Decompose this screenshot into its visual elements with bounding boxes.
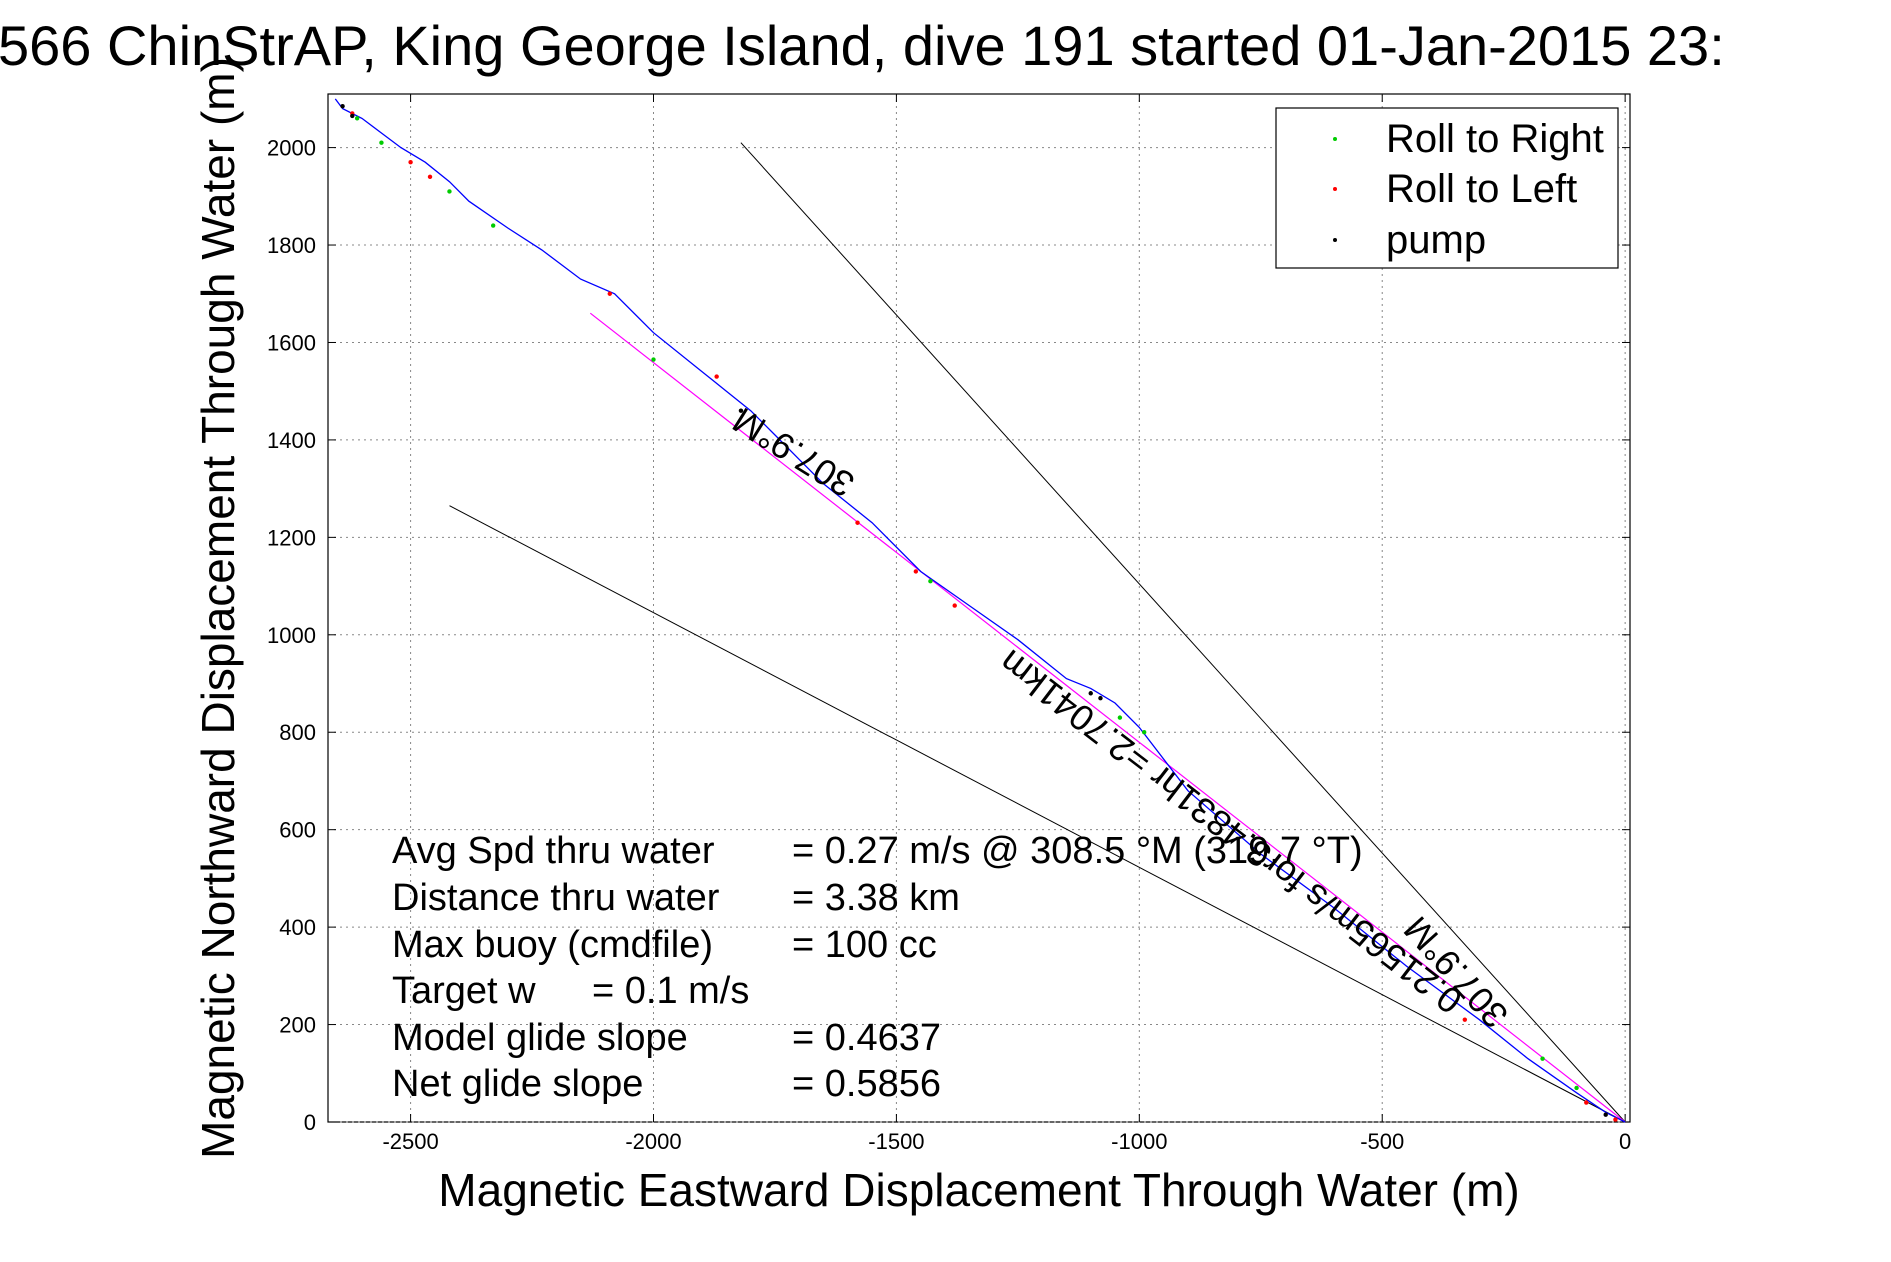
y-tick-label: 0: [304, 1110, 316, 1135]
stat-value-distance: = 3.38 km: [792, 877, 960, 919]
x-tick-label: -500: [1360, 1129, 1404, 1154]
stat-value-max-buoy: = 100 cc: [792, 924, 937, 966]
stat-value-avg-speed: = 0.27 m/s @ 308.5 °M (319.7 °T): [792, 830, 1363, 872]
x-tick-label: -1000: [1111, 1129, 1167, 1154]
marker-roll-right: [1117, 715, 1123, 720]
reference-lines: [449, 142, 1626, 1123]
stat-label-max-buoy: Max buoy (cmdfile): [392, 924, 713, 966]
marker-roll-left: [714, 374, 719, 379]
legend: Roll to Right Roll to Left pump: [1275, 107, 1619, 269]
x-ticks: -2500 -2000 -1500 -1000 -500 0: [382, 94, 1631, 1154]
legend-label-roll-right: Roll to Right: [1386, 117, 1604, 161]
marker-roll-left: [607, 291, 612, 296]
marker-roll-left: [427, 174, 433, 180]
x-tick-label: -2500: [382, 1129, 438, 1154]
y-tick-label: 1800: [267, 233, 316, 258]
series-fit: [589, 312, 1626, 1123]
legend-box: [1275, 107, 1619, 269]
y-tick-label: 400: [279, 915, 316, 940]
track: [334, 98, 1626, 1123]
stat-label-model-glide: Model glide slope: [392, 1017, 688, 1059]
marker-pump: [1098, 695, 1103, 701]
legend-marker-pump: [1333, 238, 1337, 242]
marker-roll-left: [408, 160, 413, 165]
legend-label-roll-left: Roll to Left: [1386, 167, 1577, 211]
y-tick-label: 1200: [267, 525, 316, 550]
marker-roll-left: [1584, 1100, 1589, 1105]
y-tick-label: 1600: [267, 330, 316, 355]
y-tick-label: 600: [279, 818, 316, 843]
stats-block: Avg Spd thru water = 0.27 m/s @ 308.5 °M…: [392, 830, 1363, 1105]
marker-roll-right: [928, 579, 933, 584]
legend-marker-roll-right: [1333, 137, 1337, 141]
series-ref-lower: [449, 505, 1626, 1123]
x-tick-label: -2000: [625, 1129, 681, 1154]
stat-label-distance: Distance thru water: [392, 877, 720, 919]
marker-roll-left: [1613, 1117, 1618, 1122]
y-tick-label: 1000: [267, 623, 316, 648]
stat-value-target-w: = 0.1 m/s: [592, 970, 749, 1012]
legend-marker-roll-left: [1333, 187, 1337, 191]
y-tick-label: 800: [279, 720, 316, 745]
marker-roll-right: [651, 357, 656, 362]
stat-value-net-glide: = 0.5856: [792, 1063, 941, 1105]
marker-roll-right: [490, 223, 496, 228]
y-tick-label: 2000: [267, 136, 316, 161]
marker-roll-left: [952, 603, 957, 608]
series-track: [334, 98, 1626, 1123]
marker-roll-right: [354, 116, 360, 121]
marker-pump: [340, 103, 345, 109]
marker-roll-right: [379, 140, 384, 145]
marker-pump: [738, 408, 744, 413]
marker-pump: [1088, 691, 1093, 696]
stat-label-avg-speed: Avg Spd thru water: [392, 830, 715, 872]
stat-label-target-w: Target w: [392, 970, 536, 1012]
y-tick-label: 1400: [267, 428, 316, 453]
legend-label-pump: pump: [1386, 218, 1486, 262]
markers: [340, 103, 1618, 1122]
series-ref-upper: [740, 142, 1626, 1123]
y-axis-label: Magnetic Northward Displacement Through …: [192, 57, 244, 1159]
x-tick-label: 0: [1619, 1129, 1631, 1154]
marker-roll-right: [1540, 1056, 1545, 1061]
marker-roll-right: [447, 189, 452, 194]
marker-roll-left: [1462, 1017, 1468, 1022]
stat-value-model-glide: = 0.4637: [792, 1017, 941, 1059]
marker-roll-right: [1574, 1085, 1579, 1091]
marker-roll-left: [855, 520, 860, 525]
chart-title: 566 ChinStrAP, King George Island, dive …: [0, 14, 1725, 77]
x-tick-label: -1500: [868, 1129, 924, 1154]
marker-roll-left: [913, 569, 919, 574]
marker-roll-right: [1141, 730, 1147, 735]
y-ticks: 0 200 400 600 800 1000 1200 1400 1600 1800 2000: [267, 136, 1630, 1135]
y-tick-label: 200: [279, 1013, 316, 1038]
marker-pump: [350, 113, 355, 119]
fit-line: [589, 312, 1626, 1123]
marker-pump: [1603, 1112, 1608, 1117]
stat-label-net-glide: Net glide slope: [392, 1063, 643, 1105]
grid: [328, 94, 1630, 1123]
x-axis-label: Magnetic Eastward Displacement Through W…: [438, 1164, 1519, 1216]
